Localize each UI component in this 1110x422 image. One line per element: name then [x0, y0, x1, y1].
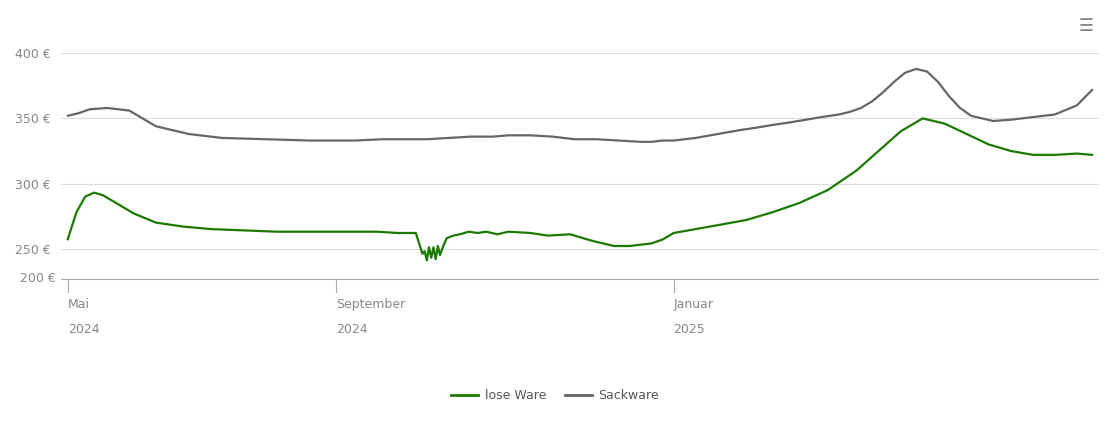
Text: 2025: 2025: [674, 323, 705, 336]
Text: Januar: Januar: [674, 298, 714, 311]
Text: September: September: [336, 298, 405, 311]
Legend: lose Ware, Sackware: lose Ware, Sackware: [446, 384, 664, 407]
Text: ☰: ☰: [1079, 17, 1093, 35]
Text: 200 €: 200 €: [20, 272, 56, 285]
Text: 2024: 2024: [336, 323, 369, 336]
Text: Mai: Mai: [68, 298, 90, 311]
Text: 2024: 2024: [68, 323, 99, 336]
